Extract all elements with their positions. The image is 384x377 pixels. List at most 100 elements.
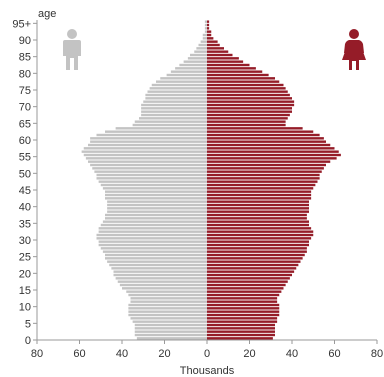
female-bar-age-73 [207, 93, 290, 97]
female-bar-age-57 [207, 147, 335, 150]
y-tick-label: 90 [19, 35, 31, 47]
female-bar-age-30 [207, 237, 312, 240]
female-bar-age-68 [207, 110, 292, 113]
female-bar-age-19 [207, 273, 292, 277]
male-bar-age-16 [119, 283, 207, 287]
male-bar-age-68 [141, 110, 207, 113]
y-axis-label: age [38, 8, 56, 20]
y-tick-label: 80 [19, 68, 31, 80]
female-bar-age-63 [207, 127, 303, 130]
male-bar-age-44 [105, 190, 207, 193]
female-bar-age-41 [207, 200, 309, 203]
female-bar-age-22 [207, 263, 299, 267]
x-tick-label: 60 [73, 348, 85, 360]
y-tick-label: 25 [19, 252, 31, 264]
y-tick-label: 40 [19, 202, 31, 214]
x-tick-label: 20 [158, 348, 170, 360]
male-bar-age-6 [130, 317, 207, 320]
male-bar-age-20 [113, 270, 207, 273]
y-tick-label: 55 [19, 152, 31, 164]
female-bar-age-74 [207, 90, 288, 93]
female-bar-age-16 [207, 283, 286, 287]
male-bar-age-15 [122, 287, 207, 290]
female-bar-age-61 [207, 133, 320, 137]
female-bar-age-4 [207, 323, 275, 327]
male-bar-age-53 [88, 160, 207, 163]
female-bar-age-7 [207, 313, 280, 317]
male-bar-age-41 [107, 200, 207, 203]
male-bar-age-46 [100, 183, 207, 187]
male-bar-age-9 [128, 307, 207, 310]
male-bar-age-4 [134, 323, 207, 327]
female-bar-age-70 [207, 103, 295, 107]
male-bar-series [81, 20, 207, 340]
female-bar-age-46 [207, 183, 316, 187]
male-bar-age-34 [100, 223, 207, 227]
female-bar-age-47 [207, 180, 318, 183]
female-bar-age-5 [207, 320, 278, 323]
female-bar-age-54 [207, 157, 337, 160]
male-bar-age-2 [134, 330, 207, 333]
male-bar-age-19 [113, 273, 207, 277]
female-bar-age-58 [207, 143, 331, 147]
male-bar-age-54 [85, 157, 207, 160]
x-tick-label: 40 [286, 348, 298, 360]
male-bar-age-18 [115, 277, 207, 280]
female-bar-age-67 [207, 113, 290, 117]
male-bar-age-57 [83, 147, 207, 150]
male-person-icon [63, 29, 81, 70]
male-bar-age-50 [94, 170, 207, 173]
male-bar-age-94 [204, 23, 207, 27]
male-bar-age-8 [128, 310, 207, 313]
female-bar-age-15 [207, 287, 284, 290]
female-bar-age-59 [207, 140, 326, 143]
y-axis-ticks: 0 5 10 15 20 25 30 35 40 45 50 55 60 65 70 75 80 85 90 95+ [12, 18, 37, 347]
x-tick-label: 80 [31, 348, 43, 360]
male-bar-age-93 [204, 27, 207, 30]
female-bar-age-76 [207, 83, 284, 87]
male-bar-age-51 [92, 167, 207, 170]
male-bar-age-73 [145, 93, 207, 97]
male-bar-age-62 [105, 130, 207, 133]
female-bar-age-69 [207, 107, 292, 110]
male-bar-age-69 [141, 107, 207, 110]
female-bar-age-71 [207, 100, 295, 103]
male-bar-age-38 [107, 210, 207, 213]
female-bar-age-75 [207, 87, 286, 90]
y-tick-label: 95+ [12, 18, 31, 30]
female-bar-age-27 [207, 247, 307, 250]
female-bar-age-9 [207, 307, 280, 310]
x-tick-label: 60 [328, 348, 340, 360]
female-bar-age-48 [207, 177, 320, 180]
female-bar-age-55 [207, 153, 341, 157]
male-bar-age-95 [204, 20, 207, 23]
male-bar-age-36 [105, 217, 207, 220]
female-bar-age-28 [207, 243, 309, 247]
male-bar-age-37 [105, 213, 207, 217]
male-bar-age-0 [136, 337, 207, 340]
female-bar-age-49 [207, 173, 320, 177]
female-bar-age-45 [207, 187, 314, 190]
y-tick-label: 30 [19, 235, 31, 247]
female-bar-age-84 [207, 57, 239, 60]
male-bar-age-71 [143, 100, 207, 103]
female-bar-age-36 [207, 217, 307, 220]
female-bar-age-93 [207, 27, 210, 30]
y-tick-label: 20 [19, 268, 31, 280]
female-bar-age-62 [207, 130, 314, 133]
male-bar-age-89 [200, 40, 207, 43]
female-bar-age-82 [207, 63, 250, 67]
female-bar-age-0 [207, 337, 273, 340]
female-bar-age-52 [207, 163, 326, 167]
female-bar-age-20 [207, 270, 295, 273]
y-tick-label: 5 [25, 318, 31, 330]
male-bar-age-58 [88, 143, 207, 147]
female-bar-age-81 [207, 67, 256, 70]
female-bar-age-89 [207, 40, 218, 43]
male-bar-age-83 [183, 60, 207, 63]
x-axis-label: Thousands [180, 365, 235, 377]
y-tick-label: 0 [25, 335, 31, 347]
female-bar-age-24 [207, 257, 303, 260]
female-bar-age-21 [207, 267, 297, 270]
